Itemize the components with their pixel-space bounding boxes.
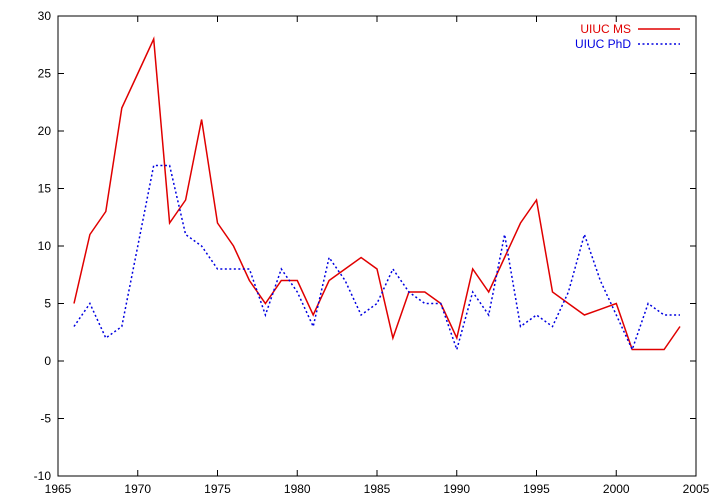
y-tick-label: 20: [38, 124, 52, 138]
x-tick-label: 1965: [45, 482, 72, 496]
x-tick-label: 2005: [683, 482, 710, 496]
y-tick-label: 10: [38, 239, 52, 253]
x-tick-label: 1975: [204, 482, 231, 496]
y-tick-label: -5: [40, 412, 51, 426]
x-tick-label: 1990: [443, 482, 470, 496]
y-tick-label: 15: [38, 182, 52, 196]
y-tick-label: 0: [44, 354, 51, 368]
ticks-layer: 1965 1970 1975 1980 1985 1990 1995 2000 2005-10-…: [34, 9, 710, 496]
x-tick-label: 1970: [124, 482, 151, 496]
x-tick-label: 1985: [364, 482, 391, 496]
y-tick-label: -10: [34, 469, 52, 483]
y-tick-label: 30: [38, 9, 52, 23]
x-tick-label: 1995: [523, 482, 550, 496]
y-tick-label: 25: [38, 67, 52, 81]
legend-label-uiuc-phd: UIUC PhD: [575, 37, 631, 51]
y-tick-label: 5: [44, 297, 51, 311]
legend-label-uiuc-ms: UIUC MS: [580, 22, 631, 36]
series-line-uiuc-phd: [73, 164, 680, 353]
x-tick-label: 2000: [603, 482, 630, 496]
series-layer: [73, 36, 681, 353]
x-tick-label: 1980: [284, 482, 311, 496]
series-line-uiuc-ms: [73, 36, 681, 351]
